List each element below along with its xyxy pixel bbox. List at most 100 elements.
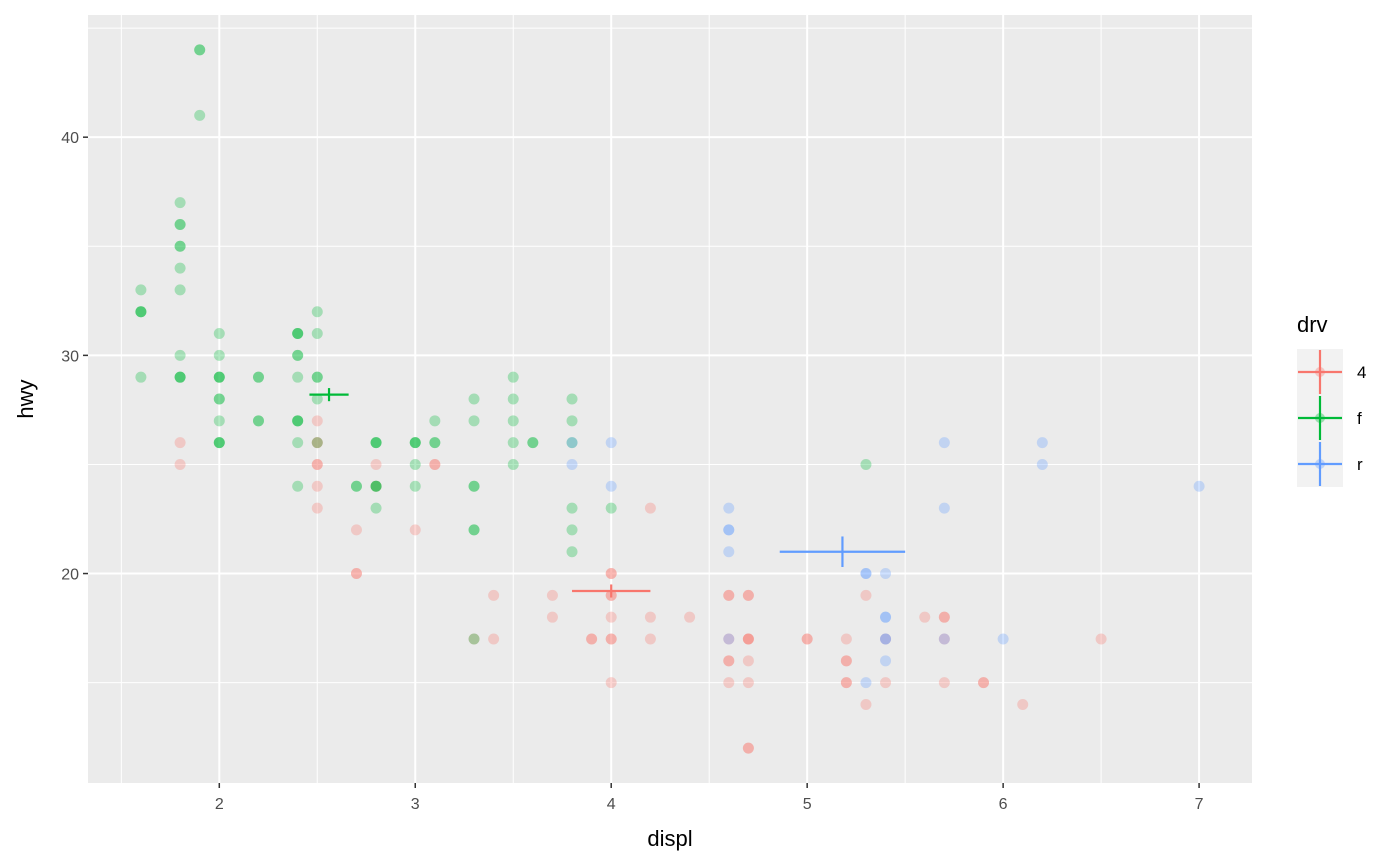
data-point-f bbox=[468, 415, 480, 427]
data-point-r bbox=[723, 546, 735, 558]
data-point-4 bbox=[742, 655, 754, 667]
data-point-4 bbox=[174, 458, 186, 470]
data-point-f bbox=[527, 437, 539, 449]
data-point-r bbox=[1193, 480, 1205, 492]
data-point-f bbox=[566, 415, 578, 427]
y-axis-title: hwy bbox=[13, 379, 38, 418]
data-point-4 bbox=[723, 655, 735, 667]
legend: drv 4 f r bbox=[1297, 312, 1366, 487]
data-point-f bbox=[311, 371, 323, 383]
data-point-4 bbox=[880, 677, 892, 689]
data-point-f bbox=[252, 415, 264, 427]
data-point-f bbox=[370, 480, 382, 492]
data-point-4 bbox=[860, 589, 872, 601]
data-point-f bbox=[194, 44, 206, 56]
data-point-f bbox=[292, 371, 304, 383]
data-point-r bbox=[880, 633, 892, 645]
data-point-4 bbox=[546, 589, 558, 601]
data-point-f bbox=[566, 502, 578, 514]
data-point-r bbox=[880, 633, 892, 645]
data-point-f bbox=[468, 480, 480, 492]
x-tick-label: 6 bbox=[999, 796, 1008, 813]
data-point-r bbox=[880, 611, 892, 623]
data-point-4 bbox=[742, 633, 754, 645]
data-point-4 bbox=[644, 633, 656, 645]
data-point-f bbox=[292, 415, 304, 427]
data-point-f bbox=[566, 393, 578, 405]
data-point-r bbox=[723, 502, 735, 514]
data-point-r bbox=[566, 458, 578, 470]
data-point-4 bbox=[723, 677, 735, 689]
data-point-f bbox=[507, 371, 519, 383]
data-point-f bbox=[429, 437, 441, 449]
data-point-f bbox=[292, 415, 304, 427]
data-point-4 bbox=[174, 437, 186, 449]
data-point-4 bbox=[644, 611, 656, 623]
data-point-f bbox=[468, 633, 480, 645]
data-point-f bbox=[292, 349, 304, 361]
data-point-f bbox=[135, 306, 147, 318]
data-point-4 bbox=[488, 589, 500, 601]
data-point-f bbox=[135, 371, 147, 383]
data-point-4 bbox=[311, 415, 323, 427]
y-tick-label: 40 bbox=[61, 130, 79, 147]
data-point-r bbox=[938, 502, 950, 514]
data-point-r bbox=[880, 568, 892, 580]
data-point-f bbox=[409, 437, 421, 449]
data-point-f bbox=[566, 437, 578, 449]
data-point-f bbox=[213, 437, 225, 449]
data-point-4 bbox=[1017, 698, 1029, 710]
data-point-f bbox=[292, 349, 304, 361]
data-point-4 bbox=[840, 633, 852, 645]
data-point-f bbox=[566, 546, 578, 558]
data-point-f bbox=[252, 371, 264, 383]
data-point-f bbox=[370, 502, 382, 514]
data-point-4 bbox=[409, 524, 421, 536]
data-point-f bbox=[174, 371, 186, 383]
data-point-4 bbox=[938, 633, 950, 645]
y-axis: 20 30 40 bbox=[61, 130, 88, 584]
data-point-r bbox=[938, 633, 950, 645]
data-point-f bbox=[174, 284, 186, 296]
data-point-4 bbox=[840, 677, 852, 689]
data-point-f bbox=[292, 480, 304, 492]
data-point-f bbox=[174, 349, 186, 361]
data-point-f bbox=[409, 437, 421, 449]
data-point-f bbox=[213, 371, 225, 383]
data-point-f bbox=[350, 480, 362, 492]
legend-key-point-r bbox=[1315, 459, 1325, 469]
data-point-4 bbox=[605, 568, 617, 580]
data-point-r bbox=[938, 437, 950, 449]
data-point-4 bbox=[978, 677, 990, 689]
data-point-f bbox=[174, 262, 186, 274]
legend-label-r: r bbox=[1357, 455, 1363, 474]
data-point-f bbox=[409, 480, 421, 492]
data-point-f bbox=[174, 197, 186, 209]
data-point-f bbox=[292, 328, 304, 340]
data-point-4 bbox=[311, 458, 323, 470]
data-point-4 bbox=[370, 480, 382, 492]
data-point-f bbox=[213, 437, 225, 449]
plot-panel bbox=[88, 15, 1252, 783]
legend-keys: 4 f r bbox=[1297, 349, 1366, 487]
data-point-f bbox=[311, 328, 323, 340]
data-point-4 bbox=[723, 633, 735, 645]
data-point-4 bbox=[311, 437, 323, 449]
data-point-f bbox=[213, 328, 225, 340]
x-tick-label: 3 bbox=[411, 796, 420, 813]
data-point-f bbox=[507, 415, 519, 427]
data-point-f bbox=[135, 284, 147, 296]
data-point-f bbox=[311, 371, 323, 383]
data-point-4 bbox=[978, 677, 990, 689]
data-point-4 bbox=[938, 677, 950, 689]
data-point-r bbox=[860, 677, 872, 689]
data-point-4 bbox=[429, 458, 441, 470]
data-point-4 bbox=[801, 633, 813, 645]
data-point-4 bbox=[723, 589, 735, 601]
data-point-4 bbox=[605, 633, 617, 645]
data-point-4 bbox=[311, 480, 323, 492]
data-point-4 bbox=[801, 633, 813, 645]
data-point-4 bbox=[311, 437, 323, 449]
data-point-f bbox=[174, 371, 186, 383]
data-point-f bbox=[468, 480, 480, 492]
